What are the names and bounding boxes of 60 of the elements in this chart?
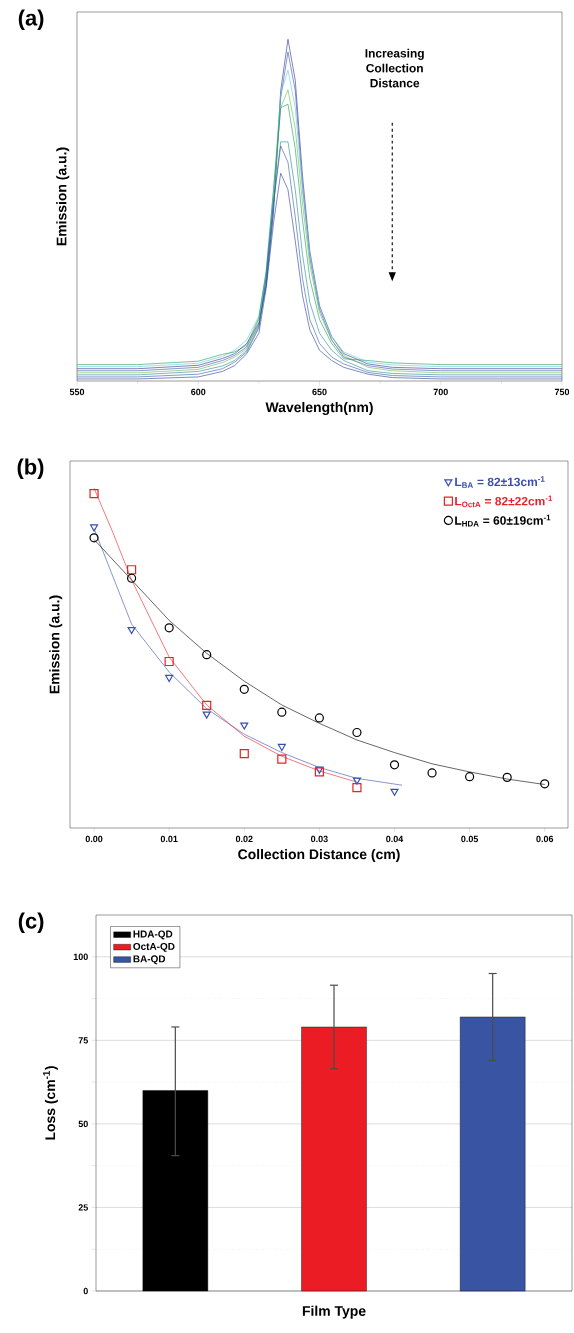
x-tick-label: 0.03 — [311, 835, 328, 843]
point — [202, 700, 212, 710]
point — [127, 626, 136, 635]
point — [202, 650, 212, 660]
point — [126, 565, 137, 575]
point — [277, 743, 286, 752]
point — [390, 788, 399, 796]
point — [277, 707, 287, 717]
point — [165, 674, 174, 683]
chart-title: (c) — [18, 912, 44, 933]
point — [352, 777, 361, 785]
x-tick-label: 750 — [554, 388, 570, 396]
y-axis-title: Emission (a.u.) — [49, 595, 63, 694]
y-tick-label: 50 — [78, 1120, 88, 1128]
point — [540, 779, 550, 789]
point — [126, 573, 137, 583]
legend-label: BA-QD — [133, 955, 166, 965]
point — [89, 533, 99, 543]
point — [239, 684, 249, 694]
annotation: Increasing Collection Distance — [365, 48, 424, 88]
point — [465, 772, 475, 782]
y-tick-label: 0 — [83, 1287, 88, 1295]
y-axis-title: Loss (cm$^{-1}$) — [43, 1066, 58, 1140]
legend-label: L$_{OctA}$ = 82±22cm$^{-1}$ — [455, 495, 553, 508]
x-axis-title: Film Type — [302, 1305, 366, 1319]
point — [502, 772, 512, 782]
x-tick-label: 0.01 — [160, 835, 178, 843]
legend-label: L$_{HDA}$ = 60±19cm$^{-1}$ — [455, 514, 551, 527]
point — [277, 754, 287, 764]
y-axis-title: Emission (a.u.) — [56, 147, 70, 246]
y-tick-label: 75 — [78, 1037, 88, 1044]
point — [89, 489, 99, 499]
point — [389, 760, 400, 770]
point — [352, 782, 362, 793]
point — [427, 768, 437, 778]
y-tick-label: 100 — [73, 953, 88, 960]
x-axis-title: Collection Distance (cm) — [238, 848, 400, 862]
y-tick-label: 25 — [78, 1204, 88, 1211]
x-tick-label: 0.06 — [536, 835, 554, 843]
x-tick-label: 700 — [433, 388, 448, 396]
legend-label: OctA-QD — [133, 942, 175, 952]
point — [164, 623, 174, 633]
point — [352, 727, 362, 738]
legend-label: L$_{BA}$ = 82±13cm$^{-1}$ — [455, 476, 545, 488]
chart-title: (b) — [17, 458, 44, 479]
point — [240, 722, 249, 730]
x-tick-label: 0.05 — [461, 835, 479, 843]
x-tick-label: 0.04 — [386, 835, 404, 843]
point — [202, 711, 211, 719]
legend-label: HDA-QD — [133, 930, 173, 940]
x-tick-label: 550 — [69, 388, 85, 396]
chart-title: (a) — [18, 9, 44, 30]
point — [239, 748, 249, 759]
x-tick-label: 0.02 — [235, 835, 253, 843]
x-tick-label: 600 — [191, 388, 206, 396]
x-axis-title: Wavelength(nm) — [265, 401, 373, 416]
point — [164, 656, 174, 667]
point — [314, 713, 324, 723]
x-tick-label: 0.00 — [85, 835, 103, 843]
x-tick-label: 650 — [312, 388, 327, 396]
